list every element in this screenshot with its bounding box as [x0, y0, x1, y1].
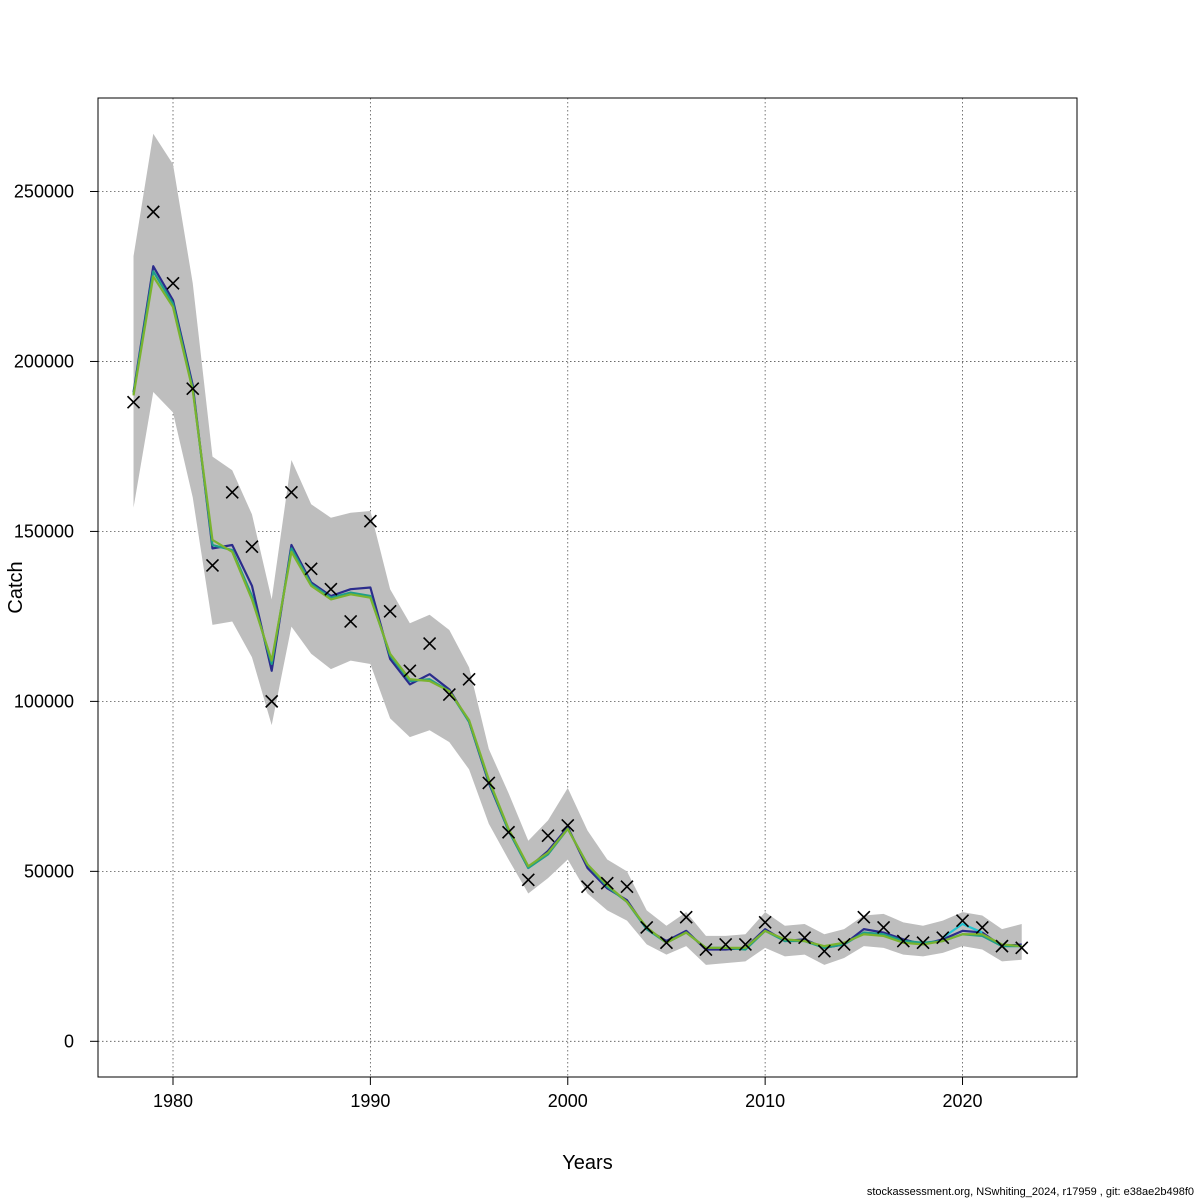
observed-point — [679, 910, 693, 924]
y-tick-label: 50000 — [24, 861, 74, 881]
observed-point — [600, 876, 614, 890]
observed-point — [955, 914, 970, 928]
observed-point — [561, 818, 575, 833]
observed-markers — [126, 205, 1029, 958]
observed-point — [975, 920, 989, 934]
x-axis-title: Years — [562, 1152, 612, 1174]
observed-point — [817, 944, 831, 958]
observed-point — [265, 694, 279, 708]
observed-point — [126, 395, 141, 409]
plot-frame — [97, 97, 1078, 1078]
observed-point — [442, 688, 456, 702]
observed-point — [798, 931, 812, 945]
observed-point — [1015, 941, 1029, 955]
x-tick-label: 2010 — [745, 1091, 785, 1111]
y-tick-label: 0 — [64, 1031, 74, 1051]
observed-point — [896, 934, 910, 948]
observed-point — [462, 672, 476, 686]
x-tick-label: 1980 — [153, 1091, 193, 1111]
observed-point — [659, 936, 674, 950]
y-tick-label: 250000 — [14, 181, 74, 201]
observed-point — [304, 562, 318, 576]
y-tick-label: 200000 — [14, 351, 74, 371]
y-axis: 0 50000 100000 150000 200000 250000 — [14, 181, 98, 1051]
observed-point — [205, 558, 220, 572]
observed-point — [620, 880, 634, 894]
y-axis-title: Catch — [5, 561, 27, 613]
observed-point — [383, 604, 397, 618]
confidence-band-area — [133, 133, 1022, 965]
confidence-band — [133, 133, 1022, 965]
observed-point — [778, 931, 792, 945]
observed-point — [857, 910, 871, 924]
observed-point — [225, 485, 239, 499]
observed-point — [146, 205, 160, 219]
observed-point — [186, 382, 200, 396]
observed-point — [501, 825, 516, 839]
observed-point — [541, 829, 555, 843]
x-axis: 1980 1990 2000 2010 2020 — [153, 1077, 983, 1111]
observed-point — [580, 880, 595, 894]
observed-point — [482, 776, 496, 790]
observed-point — [640, 920, 654, 934]
observed-point — [423, 637, 437, 651]
observed-point — [166, 276, 180, 290]
observed-point — [324, 582, 338, 596]
observed-point — [699, 942, 713, 957]
observed-point — [719, 937, 733, 951]
observed-point — [738, 937, 752, 951]
observed-point — [521, 873, 535, 887]
footer-credit: stockassessment.org, NSwhiting_2024, r17… — [866, 1186, 1194, 1198]
series-line-line_cyan — [942, 922, 983, 939]
observed-point — [877, 920, 891, 934]
observed-point — [245, 540, 259, 554]
observed-point — [758, 915, 772, 929]
observed-point — [284, 485, 298, 499]
observed-point — [403, 664, 417, 678]
y-tick-label: 150000 — [14, 521, 74, 541]
x-tick-label: 1990 — [350, 1091, 390, 1111]
observed-point — [995, 939, 1009, 953]
y-tick-label: 100000 — [14, 691, 74, 711]
observed-point — [837, 937, 851, 951]
model-series — [132, 265, 1022, 951]
observed-point — [936, 931, 950, 945]
observed-point — [344, 614, 358, 629]
observed-point — [363, 514, 377, 528]
x-tick-label: 2000 — [548, 1091, 588, 1111]
observed-point — [916, 936, 930, 950]
series-line-line_green — [132, 275, 1022, 949]
x-tick-label: 2020 — [942, 1091, 982, 1111]
